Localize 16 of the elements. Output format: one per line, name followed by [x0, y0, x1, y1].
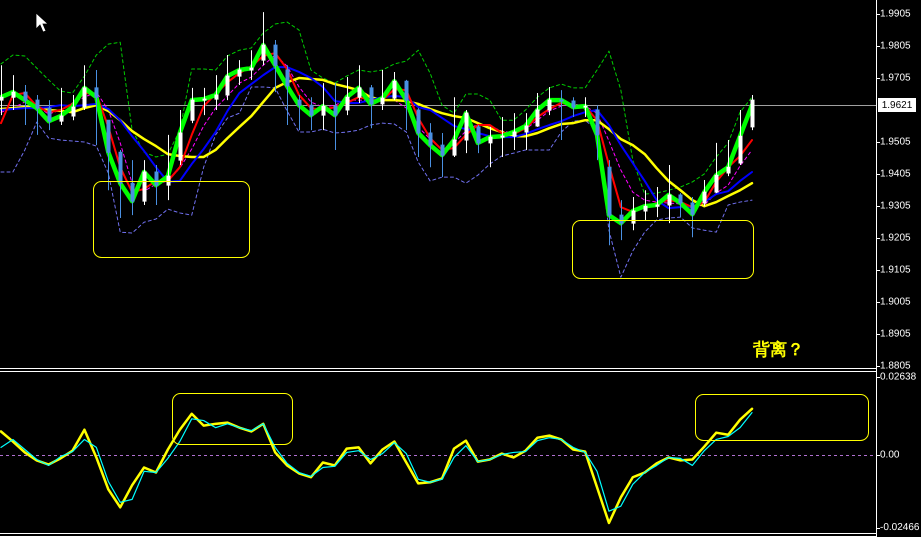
y-tick-label: 1.9005	[880, 296, 912, 308]
y-tick-label: 1.9205	[880, 232, 912, 244]
y-tick-label: 1.9905	[880, 8, 912, 20]
y-tick-label: -0.02466	[880, 522, 920, 534]
y-tick-label: 1.8905	[880, 328, 912, 340]
y-tick-label: 1.9105	[880, 264, 912, 276]
y-tick-label: 1.8805	[880, 360, 912, 372]
y-tick-label: 1.9305	[880, 200, 912, 212]
y-tick-label: 0.00	[880, 449, 900, 460]
annotation: 背离？	[752, 340, 804, 360]
y-tick-label: 1.9505	[880, 136, 912, 148]
y-tick-label: 1.9805	[880, 40, 912, 52]
ref-line-label: 1.9621	[882, 100, 913, 111]
y-tick-label: 1.9705	[880, 72, 912, 84]
y-tick-label: 1.9405	[880, 168, 912, 180]
y-tick-label: 0.02638	[880, 371, 917, 382]
